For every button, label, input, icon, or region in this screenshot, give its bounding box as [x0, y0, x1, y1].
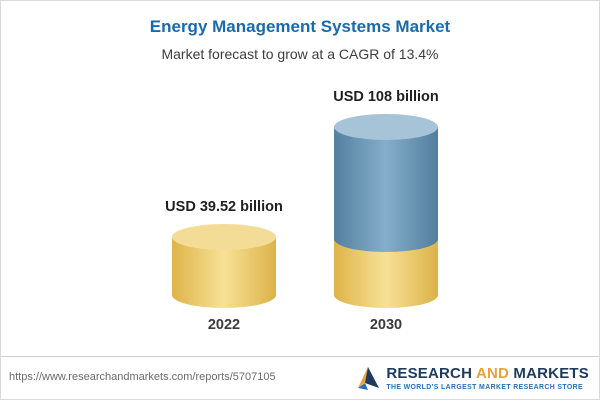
bar-group-2022: USD 39.52 billion 2022 — [139, 199, 309, 333]
logo-word-markets: MARKETS — [513, 365, 589, 382]
bar-2022-cylinder — [172, 224, 276, 308]
category-label-2030: 2030 — [369, 317, 403, 333]
logo-wordmark: RESEARCH AND MARKETS — [386, 365, 589, 382]
bar-group-2030: USD 108 billion 2030 — [301, 89, 471, 333]
value-label-2030: USD 108 billion — [333, 89, 439, 105]
value-label-2022: USD 39.52 billion — [165, 199, 283, 215]
researchandmarkets-logo: RESEARCH AND MARKETS THE WORLD'S LARGEST… — [356, 365, 589, 391]
logo-text: RESEARCH AND MARKETS THE WORLD'S LARGEST… — [386, 365, 589, 391]
chart-title: Energy Management Systems Market — [149, 17, 451, 36]
footer-divider — [1, 356, 599, 357]
report-url-link[interactable]: https://www.researchandmarkets.com/repor… — [9, 371, 276, 383]
bar-2030-cylinder — [334, 114, 438, 308]
researchandmarkets-logo-icon — [358, 367, 380, 390]
logo-word-and: AND — [475, 365, 510, 382]
logo-word-research: RESEARCH — [386, 365, 473, 382]
category-label-2022: 2022 — [207, 317, 241, 333]
chart-subtitle: Market forecast to grow at a CAGR of 13.… — [161, 46, 439, 62]
logo-tagline: THE WORLD'S LARGEST MARKET RESEARCH STOR… — [386, 384, 584, 391]
